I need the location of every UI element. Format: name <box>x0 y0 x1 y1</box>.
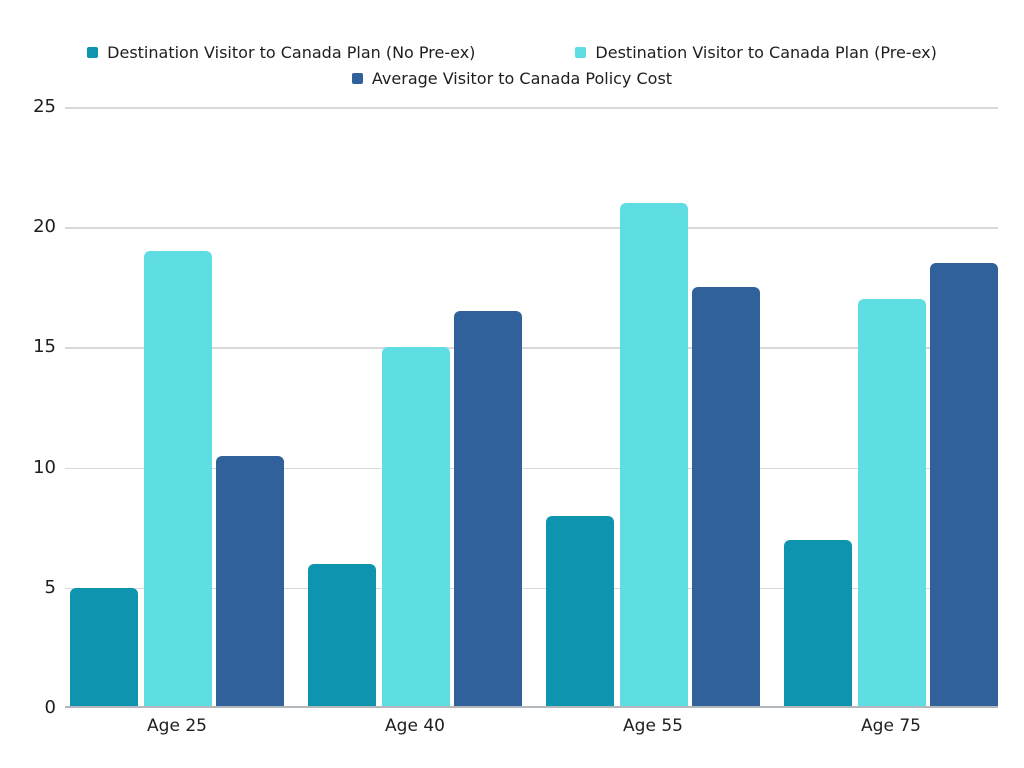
bar <box>70 587 138 708</box>
y-tick-label: 15 <box>33 336 56 358</box>
legend-label: Destination Visitor to Canada Plan (No P… <box>107 43 476 62</box>
legend-swatch <box>351 73 363 84</box>
bar <box>784 539 852 708</box>
bar <box>454 311 522 708</box>
y-tick-label: 25 <box>33 96 56 117</box>
legend-label: Average Visitor to Canada Policy Cost <box>371 69 673 88</box>
x-axis-line <box>65 706 998 708</box>
legend-item: Destination Visitor to Canada Plan (No P… <box>87 40 475 65</box>
bar <box>620 203 688 708</box>
gridline <box>65 587 998 590</box>
bar <box>692 287 760 708</box>
bar <box>546 515 614 708</box>
y-tick-label: 10 <box>33 456 56 478</box>
x-category-label: Age 75 <box>861 716 921 736</box>
bar <box>216 455 284 708</box>
bar <box>144 251 212 708</box>
gridline <box>65 467 998 470</box>
x-category-label: Age 55 <box>623 716 683 736</box>
x-category-label: Age 40 <box>385 716 445 736</box>
bar <box>382 347 450 708</box>
legend-label: Destination Visitor to Canada Plan (Pre-… <box>595 43 937 62</box>
x-category-label: Age 25 <box>147 716 207 736</box>
y-tick-label: 20 <box>33 216 56 238</box>
y-tick-label: 5 <box>44 576 56 598</box>
plot-area <box>65 107 998 708</box>
legend-swatch <box>87 47 99 58</box>
legend-swatch <box>575 47 587 58</box>
legend-item: Destination Visitor to Canada Plan (Pre-… <box>575 40 937 65</box>
legend-item: Average Visitor to Canada Policy Cost <box>351 66 673 91</box>
bar <box>930 263 998 708</box>
gridline <box>65 227 998 229</box>
bar <box>858 299 926 708</box>
y-tick-label: 0 <box>44 697 56 718</box>
gridline <box>65 347 998 349</box>
gridline <box>65 107 998 109</box>
chart-legend: Destination Visitor to Canada Plan (No P… <box>22 40 1002 91</box>
bar <box>308 563 376 708</box>
